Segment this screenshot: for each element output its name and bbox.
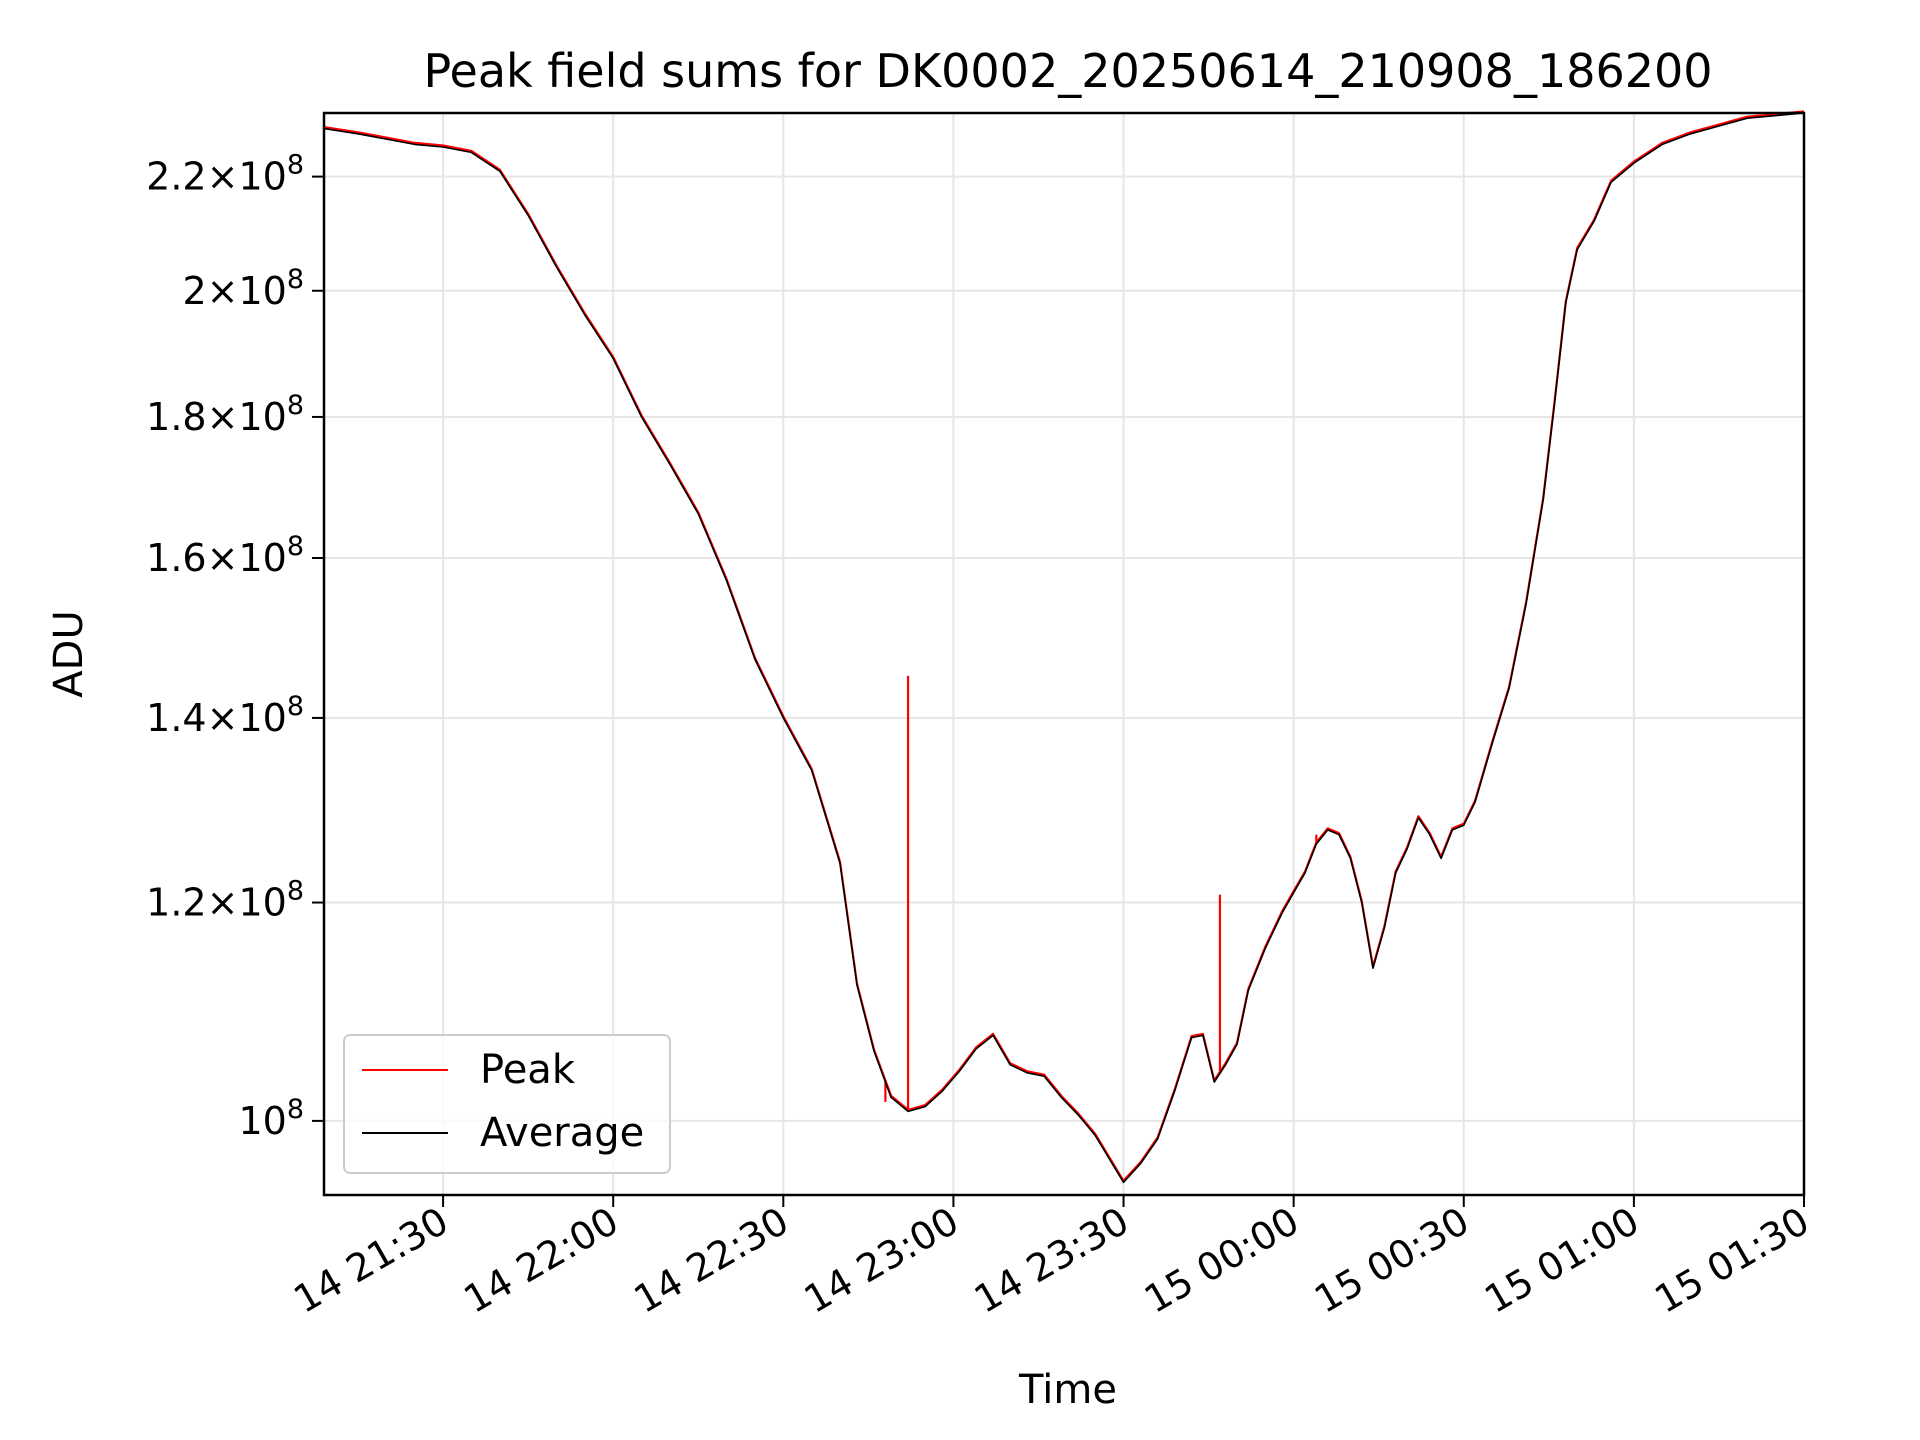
legend-label-peak: Peak: [480, 1047, 576, 1093]
y-tick-label: 1.4×108: [146, 691, 304, 740]
y-axis-ticks: 108 1.2×108 1.4×108 1.6×108 1.8×108 2×108 2.2×…: [146, 150, 324, 1143]
x-tick-label: 14 22:30: [627, 1199, 796, 1322]
y-tick-label: 2.2×108: [146, 150, 304, 199]
y-tick-label: 1.6×108: [146, 531, 304, 580]
y-tick-label: 1.2×108: [146, 876, 304, 925]
x-tick-label: 14 22:00: [457, 1199, 626, 1322]
x-tick-label: 15 00:00: [1137, 1199, 1306, 1322]
legend: Peak Average: [343, 1034, 671, 1174]
x-axis-title: Time: [1018, 1367, 1117, 1413]
series-line-peak: [323, 110, 1805, 1182]
x-tick-label: 14 23:00: [797, 1199, 966, 1322]
series-layer: [323, 110, 1805, 1184]
x-axis-ticks: 14 21:30 14 22:00 14 22:30 14 23:00 14 23:30…: [286, 1195, 1817, 1322]
y-tick-label: 108: [238, 1094, 304, 1143]
x-tick-label: 14 21:30: [286, 1199, 455, 1322]
x-tick-label: 15 01:00: [1477, 1199, 1646, 1322]
legend-label-average: Average: [480, 1110, 644, 1156]
y-tick-label: 1.8×108: [146, 390, 304, 439]
series-line-average: [323, 112, 1805, 1184]
x-tick-label: 15 00:30: [1307, 1199, 1476, 1322]
grid-layer: [324, 113, 1805, 1195]
plot-frame: [322, 111, 1806, 1197]
y-tick-label: 2×108: [182, 264, 304, 313]
x-tick-label: 14 23:30: [967, 1199, 1136, 1322]
y-axis-title: ADU: [46, 610, 92, 697]
x-tick-label: 15 01:30: [1647, 1199, 1816, 1322]
chart-title: Peak field sums for DK0002_20250614_2109…: [423, 44, 1712, 98]
